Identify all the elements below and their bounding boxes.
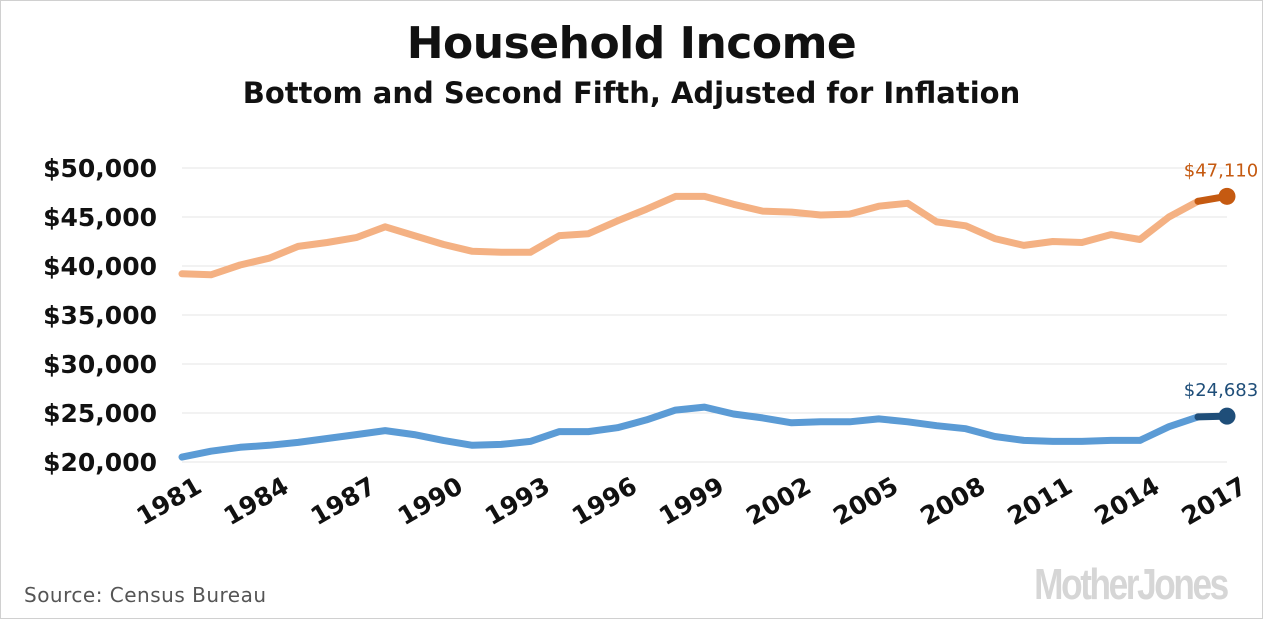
x-tick-label: 1987 xyxy=(306,471,381,531)
y-tick-label: $35,000 xyxy=(43,301,157,330)
series-end-point-0 xyxy=(1218,187,1236,205)
series-line-0 xyxy=(178,192,1202,279)
x-tick-label: 2011 xyxy=(1002,471,1077,531)
series-line-1 xyxy=(178,403,1202,461)
data-labels: $47,110 $24,683 xyxy=(1184,160,1258,401)
source-note: Source: Census Bureau xyxy=(24,583,267,607)
mother-jones-logo: MotherJones xyxy=(1034,560,1229,609)
series-end-point-1 xyxy=(1218,407,1236,425)
y-tick-label: $25,000 xyxy=(43,399,157,428)
x-tick-label: 2008 xyxy=(915,471,990,531)
series-lines xyxy=(178,187,1236,461)
chart-subtitle: Bottom and Second Fifth, Adjusted for In… xyxy=(242,76,1021,110)
y-tick-label: $45,000 xyxy=(43,203,157,232)
y-tick-label: $20,000 xyxy=(43,448,157,477)
y-tick-label: $30,000 xyxy=(43,350,157,379)
x-tick-label: 1984 xyxy=(219,471,294,531)
gridlines xyxy=(182,167,1227,463)
x-axis-tick-labels: 1981 1984 1987 1990 1993 1996 1999 2002 2005 2008… xyxy=(132,471,1252,531)
x-tick-label: 1990 xyxy=(393,471,468,531)
x-tick-label: 1996 xyxy=(567,471,642,531)
chart-title: Household Income xyxy=(406,18,857,69)
y-tick-label: $40,000 xyxy=(43,252,157,281)
x-tick-label: 2002 xyxy=(741,471,816,531)
end-value-label-0: $47,110 xyxy=(1184,160,1258,181)
y-tick-label: $50,000 xyxy=(43,154,157,183)
x-tick-label: 2017 xyxy=(1177,471,1252,531)
end-value-label-1: $24,683 xyxy=(1184,380,1258,401)
x-tick-label: 1999 xyxy=(654,471,729,531)
x-tick-label: 1981 xyxy=(132,471,207,531)
x-tick-label: 2014 xyxy=(1090,471,1165,531)
x-tick-label: 2005 xyxy=(828,471,903,531)
y-axis-tick-labels: $20,000 $25,000 $30,000 $35,000 $40,000 $45,0… xyxy=(43,154,157,477)
x-tick-label: 1993 xyxy=(480,471,555,531)
